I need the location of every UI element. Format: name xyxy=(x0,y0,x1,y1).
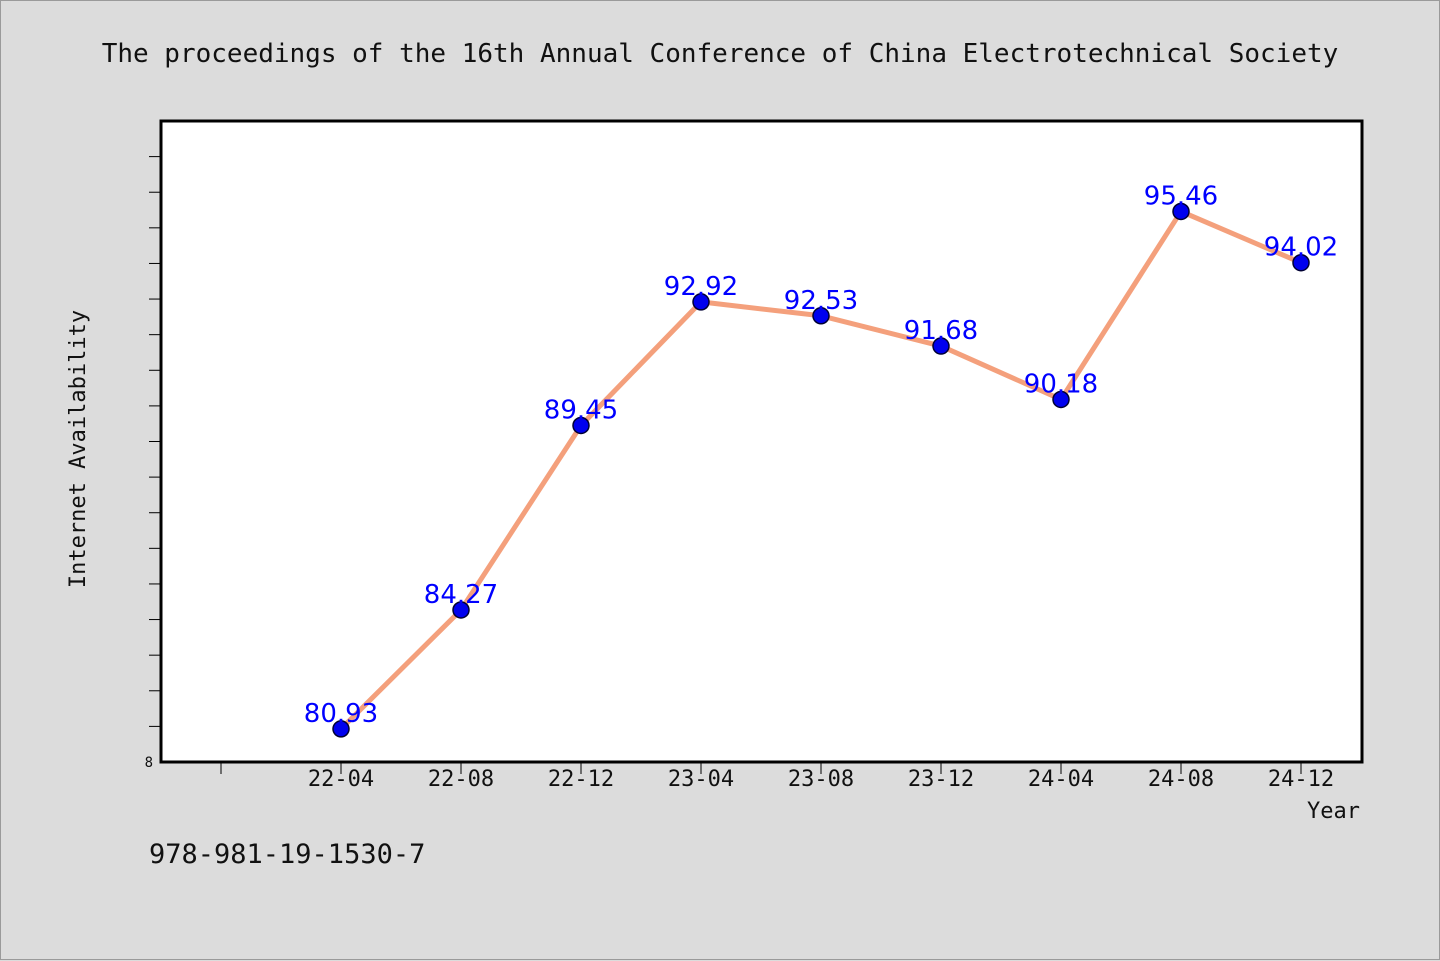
plot-area xyxy=(159,119,1364,764)
x-tick-label: 24-04 xyxy=(1028,767,1094,792)
data-label: 89.45 xyxy=(544,395,618,425)
series-group: 80.93 84.27 89.45 92.92 92.53 91.68 90.18 95.46… xyxy=(304,181,1338,738)
y-tick-label: 8 xyxy=(145,755,153,771)
data-point xyxy=(1172,202,1190,221)
data-label: 94.02 xyxy=(1264,233,1338,263)
x-tick-label: 24-12 xyxy=(1268,767,1334,792)
data-label: 84.27 xyxy=(424,580,498,610)
y-axis-label: Internet Availability xyxy=(66,310,91,588)
x-tick-label: 22-08 xyxy=(428,767,494,792)
data-label: 80.93 xyxy=(304,699,378,729)
isbn-text: 978-981-19-1530-7 xyxy=(149,839,425,870)
data-point xyxy=(932,337,950,355)
data-label: 91.68 xyxy=(904,316,978,346)
x-tick-label: 23-08 xyxy=(788,767,854,792)
data-point xyxy=(572,416,590,435)
x-tick-label: 23-12 xyxy=(908,767,974,792)
y-axis-ticks xyxy=(149,156,161,727)
data-point xyxy=(452,601,470,619)
data-point xyxy=(1292,253,1310,272)
data-label: 90.18 xyxy=(1024,369,1098,399)
x-axis-label: Year xyxy=(1307,799,1360,824)
data-label: 92.92 xyxy=(664,272,738,302)
x-tick-label: 22-12 xyxy=(548,767,614,792)
chart-title: The proceedings of the 16th Annual Confe… xyxy=(102,39,1339,69)
x-tick-label: 23-04 xyxy=(668,767,734,792)
data-label: 95.46 xyxy=(1144,181,1218,211)
data-point xyxy=(332,720,350,738)
data-point xyxy=(692,293,710,311)
data-label: 92.53 xyxy=(784,286,858,316)
data-point xyxy=(1052,390,1070,409)
x-tick-label: 22-04 xyxy=(308,767,374,792)
x-tick-label: 24-08 xyxy=(1148,767,1214,792)
data-point xyxy=(812,307,830,325)
x-axis-ticks: 22-04 22-08 22-12 23-04 23-08 23-12 24-04 24-08… xyxy=(220,762,1334,792)
